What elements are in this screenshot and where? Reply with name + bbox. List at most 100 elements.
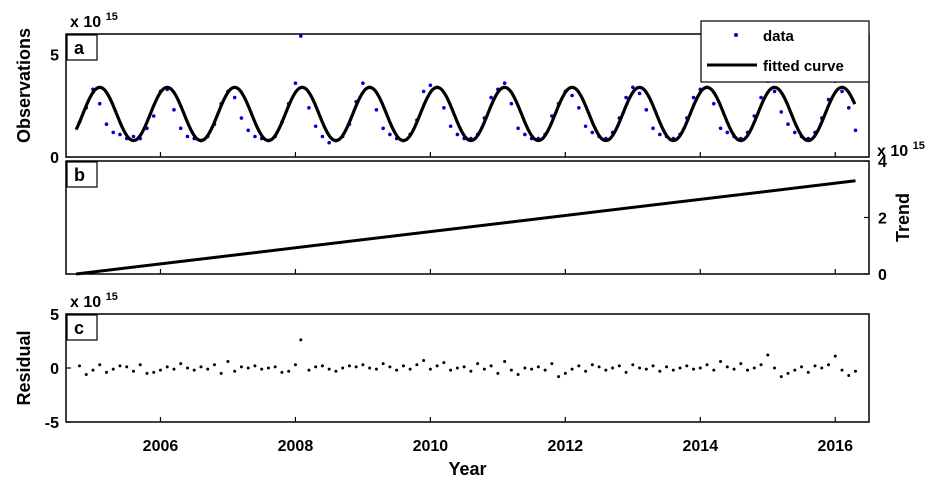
y-axis-label: Observations xyxy=(14,28,34,143)
residual-point xyxy=(462,365,466,369)
data-point xyxy=(320,134,325,139)
residual-point xyxy=(719,360,723,364)
residual-point xyxy=(266,366,270,370)
residual-point xyxy=(746,368,750,372)
data-point xyxy=(853,128,858,133)
data-point xyxy=(131,134,136,139)
residual-point xyxy=(307,368,311,372)
residual-point xyxy=(820,366,824,370)
residual-point xyxy=(482,367,486,371)
residual-point xyxy=(813,364,817,368)
residual-point xyxy=(428,367,432,371)
fitted-curve-line xyxy=(74,85,857,143)
data-point xyxy=(583,124,588,129)
residual-point xyxy=(827,363,831,367)
residual-point xyxy=(469,369,473,373)
x-tick-label: 2012 xyxy=(548,438,584,455)
data-point xyxy=(637,91,642,96)
data-point xyxy=(577,106,581,110)
residual-point xyxy=(476,362,480,366)
x-axis-label: Year xyxy=(448,459,486,479)
data-point xyxy=(293,81,298,85)
data-point xyxy=(711,101,716,106)
residual-point xyxy=(260,367,264,371)
data-point xyxy=(455,132,460,137)
data-point xyxy=(442,106,446,110)
residual-point xyxy=(226,360,230,364)
residual-point xyxy=(381,362,385,366)
residual-point xyxy=(489,364,493,368)
residual-point xyxy=(698,366,702,370)
data-point xyxy=(361,81,365,85)
panel-letter: b xyxy=(74,165,85,185)
residual-point xyxy=(422,358,426,362)
data-point xyxy=(792,130,797,135)
residual-point xyxy=(779,375,783,379)
residual-point xyxy=(732,367,736,371)
x-tick-label: 2006 xyxy=(143,438,179,455)
residual-point xyxy=(98,363,102,367)
data-point xyxy=(104,122,109,126)
data-point xyxy=(651,126,655,131)
data-point xyxy=(786,122,790,126)
residual-point xyxy=(111,367,115,371)
residual-point xyxy=(299,338,303,342)
panel-a: 0 5 x 10 15 Observations a data fitted curve xyxy=(14,11,870,167)
residual-point xyxy=(388,365,392,369)
data-point xyxy=(644,108,649,112)
trend-line xyxy=(75,179,856,276)
residual-point xyxy=(671,368,675,372)
residual-point xyxy=(104,370,108,374)
data-point xyxy=(307,106,311,110)
data-point xyxy=(772,89,777,94)
data-point xyxy=(509,101,514,106)
panel-c: -5 0 5 x 10 15 Residual c 2006 2008 2010 2012 2014… xyxy=(14,291,870,479)
residual-point xyxy=(543,368,547,372)
residual-point xyxy=(165,365,169,369)
data-point xyxy=(253,134,257,139)
residual-point xyxy=(577,364,581,368)
residual-point xyxy=(570,367,574,371)
residual-point xyxy=(550,362,554,366)
y-tick-label: 5 xyxy=(50,307,59,324)
residual-point xyxy=(766,353,770,357)
residual-point xyxy=(725,365,729,369)
residual-point xyxy=(503,360,507,364)
residual-point xyxy=(368,366,372,370)
residual-point xyxy=(624,370,628,374)
residual-point xyxy=(536,365,540,369)
residual-point xyxy=(435,364,439,368)
data-point xyxy=(313,124,318,129)
data-point xyxy=(232,95,237,100)
data-point xyxy=(489,95,493,100)
data-point xyxy=(691,95,696,100)
y-tick-label: 5 xyxy=(50,48,59,65)
residual-point xyxy=(158,368,162,372)
panel-letter-box xyxy=(66,314,98,341)
panel-letter-box xyxy=(66,161,98,188)
residual-point xyxy=(354,365,358,369)
x-tick-label: 2014 xyxy=(683,438,719,455)
y-tick-label: 0 xyxy=(878,267,887,284)
data-point xyxy=(590,130,595,135)
data-point xyxy=(388,132,392,137)
residual-point xyxy=(347,364,351,368)
residual-point xyxy=(192,368,196,372)
residual-point xyxy=(665,365,669,369)
residual-point xyxy=(415,363,419,367)
residual-point xyxy=(617,364,621,368)
exponent-label: x 10 15 xyxy=(877,140,925,160)
residual-point xyxy=(273,365,277,369)
residual-point xyxy=(91,368,95,372)
residual-point xyxy=(408,367,412,371)
residual-point xyxy=(631,363,635,367)
residual-point xyxy=(199,365,203,369)
residual-point xyxy=(833,354,837,358)
data-point xyxy=(172,108,176,112)
exponent-label: x 10 15 xyxy=(70,291,118,311)
x-tick-label: 2008 xyxy=(278,438,314,455)
residual-point xyxy=(557,375,561,379)
y-tick-label: 2 xyxy=(878,211,887,228)
residual-point xyxy=(516,372,520,376)
residual-point xyxy=(773,366,777,370)
